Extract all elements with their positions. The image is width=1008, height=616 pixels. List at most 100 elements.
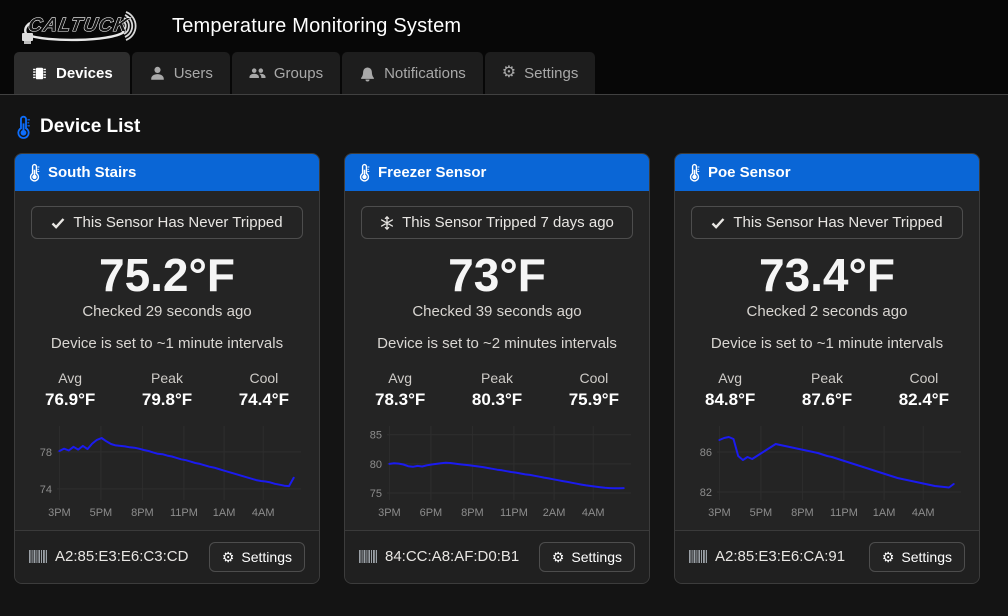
svg-text:75: 75 bbox=[370, 488, 382, 500]
svg-text:74: 74 bbox=[40, 484, 52, 496]
stat-label: Cool bbox=[249, 369, 279, 386]
mac-address: A2:85:E3:E6:C3:CD bbox=[55, 548, 189, 566]
device-card: South Stairs This Sensor Has Never Tripp… bbox=[14, 153, 320, 584]
device-card: Freezer Sensor This Sensor Tripped 7 day… bbox=[344, 153, 650, 584]
trip-status-button[interactable]: This Sensor Has Never Tripped bbox=[31, 206, 303, 239]
chip-icon bbox=[31, 65, 48, 82]
svg-text:8PM: 8PM bbox=[131, 507, 154, 519]
rj45-connector bbox=[22, 33, 33, 41]
tab-users[interactable]: Users bbox=[131, 52, 230, 94]
barcode-icon bbox=[689, 550, 707, 564]
gears-icon: ⚙ bbox=[501, 64, 517, 81]
current-temperature: 73.4°F bbox=[758, 249, 896, 301]
device-card-footer: A2:85:E3:E6:CA:91 ⚙ Settings bbox=[675, 529, 979, 583]
stat-value: 74.4°F bbox=[238, 389, 289, 409]
stats-row: Avg 84.8°F Peak 87.6°F Cool 82.4°F bbox=[691, 370, 963, 410]
thermometer-icon bbox=[359, 163, 370, 182]
stat-value: 76.9°F bbox=[45, 389, 96, 409]
stat-value: 79.8°F bbox=[141, 389, 193, 409]
user-icon bbox=[149, 65, 166, 82]
svg-text:5PM: 5PM bbox=[90, 507, 113, 519]
trip-status-text: This Sensor Tripped 7 days ago bbox=[402, 214, 614, 231]
svg-text:11PM: 11PM bbox=[170, 507, 198, 519]
svg-text:85: 85 bbox=[370, 430, 382, 442]
svg-text:4AM: 4AM bbox=[252, 507, 275, 519]
temperature-chart: 75 80 85 3PM 6PM 8PM 11PM 2AM 4AM bbox=[361, 420, 633, 520]
svg-text:11PM: 11PM bbox=[500, 507, 528, 519]
svg-text:8PM: 8PM bbox=[791, 507, 814, 519]
current-temperature: 75.2°F bbox=[98, 249, 236, 301]
tab-settings[interactable]: ⚙ Settings bbox=[484, 52, 596, 94]
stat-value: 75.9°F bbox=[568, 389, 619, 409]
svg-text:3PM: 3PM bbox=[708, 507, 731, 519]
stat-label: Peak bbox=[151, 369, 183, 386]
current-temperature: 73°F bbox=[448, 249, 546, 301]
svg-text:80: 80 bbox=[370, 459, 382, 471]
stat-value: 84.8°F bbox=[705, 389, 756, 409]
interval-info: Device is set to ~1 minute intervals bbox=[50, 334, 284, 352]
tab-label: Users bbox=[173, 64, 213, 82]
tab-label: Devices bbox=[56, 64, 113, 82]
trip-status-button[interactable]: This Sensor Tripped 7 days ago bbox=[361, 206, 633, 239]
stat-value: 80.3°F bbox=[471, 389, 523, 409]
device-settings-button[interactable]: ⚙ Settings bbox=[538, 541, 635, 572]
stat-label: Peak bbox=[811, 369, 843, 386]
gear-icon: ⚙ bbox=[221, 548, 235, 565]
tab-label: Groups bbox=[273, 64, 324, 82]
device-settings-button[interactable]: ⚙ Settings bbox=[208, 541, 305, 572]
svg-text:86: 86 bbox=[700, 447, 712, 459]
stat-label: Avg bbox=[58, 369, 83, 386]
device-card-header: Poe Sensor bbox=[675, 154, 979, 191]
svg-text:5PM: 5PM bbox=[750, 507, 773, 519]
device-card-header: South Stairs bbox=[15, 154, 319, 191]
check-icon bbox=[711, 216, 725, 230]
device-card-footer: 84:CC:A8:AF:D0:B1 ⚙ Settings bbox=[345, 529, 649, 583]
svg-text:82: 82 bbox=[700, 487, 712, 499]
page-title: Device List bbox=[16, 115, 994, 139]
thermometer-icon bbox=[17, 115, 30, 139]
stat-label: Peak bbox=[481, 369, 513, 386]
temperature-chart: 74 78 3PM 5PM 8PM 11PM 1AM 4AM bbox=[31, 420, 303, 520]
stat-label: Avg bbox=[388, 369, 413, 386]
interval-info: Device is set to ~2 minutes intervals bbox=[377, 334, 617, 352]
check-icon bbox=[51, 216, 65, 230]
device-card-footer: A2:85:E3:E6:C3:CD ⚙ Settings bbox=[15, 529, 319, 583]
device-card-header: Freezer Sensor bbox=[345, 154, 649, 191]
svg-text:78: 78 bbox=[40, 447, 52, 459]
main-nav: Devices Users Groups Notifications ⚙ Set… bbox=[0, 52, 1008, 95]
tab-devices[interactable]: Devices bbox=[14, 52, 130, 94]
svg-text:11PM: 11PM bbox=[830, 507, 858, 519]
stats-row: Avg 78.3°F Peak 80.3°F Cool 75.9°F bbox=[361, 370, 633, 410]
stat-label: Cool bbox=[579, 369, 609, 386]
bell-icon bbox=[359, 65, 376, 82]
device-settings-button[interactable]: ⚙ Settings bbox=[868, 541, 965, 572]
app-header: CALTUCK Temperature Monitoring System bbox=[0, 0, 1008, 52]
stat-value: 82.4°F bbox=[898, 389, 949, 409]
stat-label: Avg bbox=[718, 369, 743, 386]
caltuck-logo: CALTUCK bbox=[22, 11, 137, 44]
svg-text:4AM: 4AM bbox=[582, 507, 605, 519]
svg-text:4AM: 4AM bbox=[912, 507, 935, 519]
trip-status-text: This Sensor Has Never Tripped bbox=[73, 214, 283, 231]
gear-icon: ⚙ bbox=[881, 548, 895, 565]
app-title: Temperature Monitoring System bbox=[172, 14, 462, 37]
svg-text:8PM: 8PM bbox=[461, 507, 484, 519]
last-checked: Checked 2 seconds ago bbox=[746, 302, 908, 320]
trip-status-button[interactable]: This Sensor Has Never Tripped bbox=[691, 206, 963, 239]
tab-notifications[interactable]: Notifications bbox=[342, 52, 483, 94]
mac-address: A2:85:E3:E6:CA:91 bbox=[715, 548, 846, 566]
snowflake-icon bbox=[380, 215, 394, 230]
stat-label: Cool bbox=[909, 369, 939, 386]
tab-label: Notifications bbox=[384, 64, 466, 82]
temperature-chart: 82 86 3PM 5PM 8PM 11PM 1AM 4AM bbox=[691, 420, 963, 520]
svg-text:6PM: 6PM bbox=[420, 507, 443, 519]
logo-text: CALTUCK bbox=[27, 15, 131, 36]
tab-groups[interactable]: Groups bbox=[231, 52, 341, 94]
svg-text:2AM: 2AM bbox=[543, 507, 566, 519]
svg-text:1AM: 1AM bbox=[213, 507, 236, 519]
svg-text:3PM: 3PM bbox=[48, 507, 71, 519]
last-checked: Checked 29 seconds ago bbox=[82, 302, 252, 320]
mac-address: 84:CC:A8:AF:D0:B1 bbox=[385, 548, 520, 566]
thermometer-icon bbox=[29, 163, 40, 182]
barcode-icon bbox=[29, 550, 47, 564]
